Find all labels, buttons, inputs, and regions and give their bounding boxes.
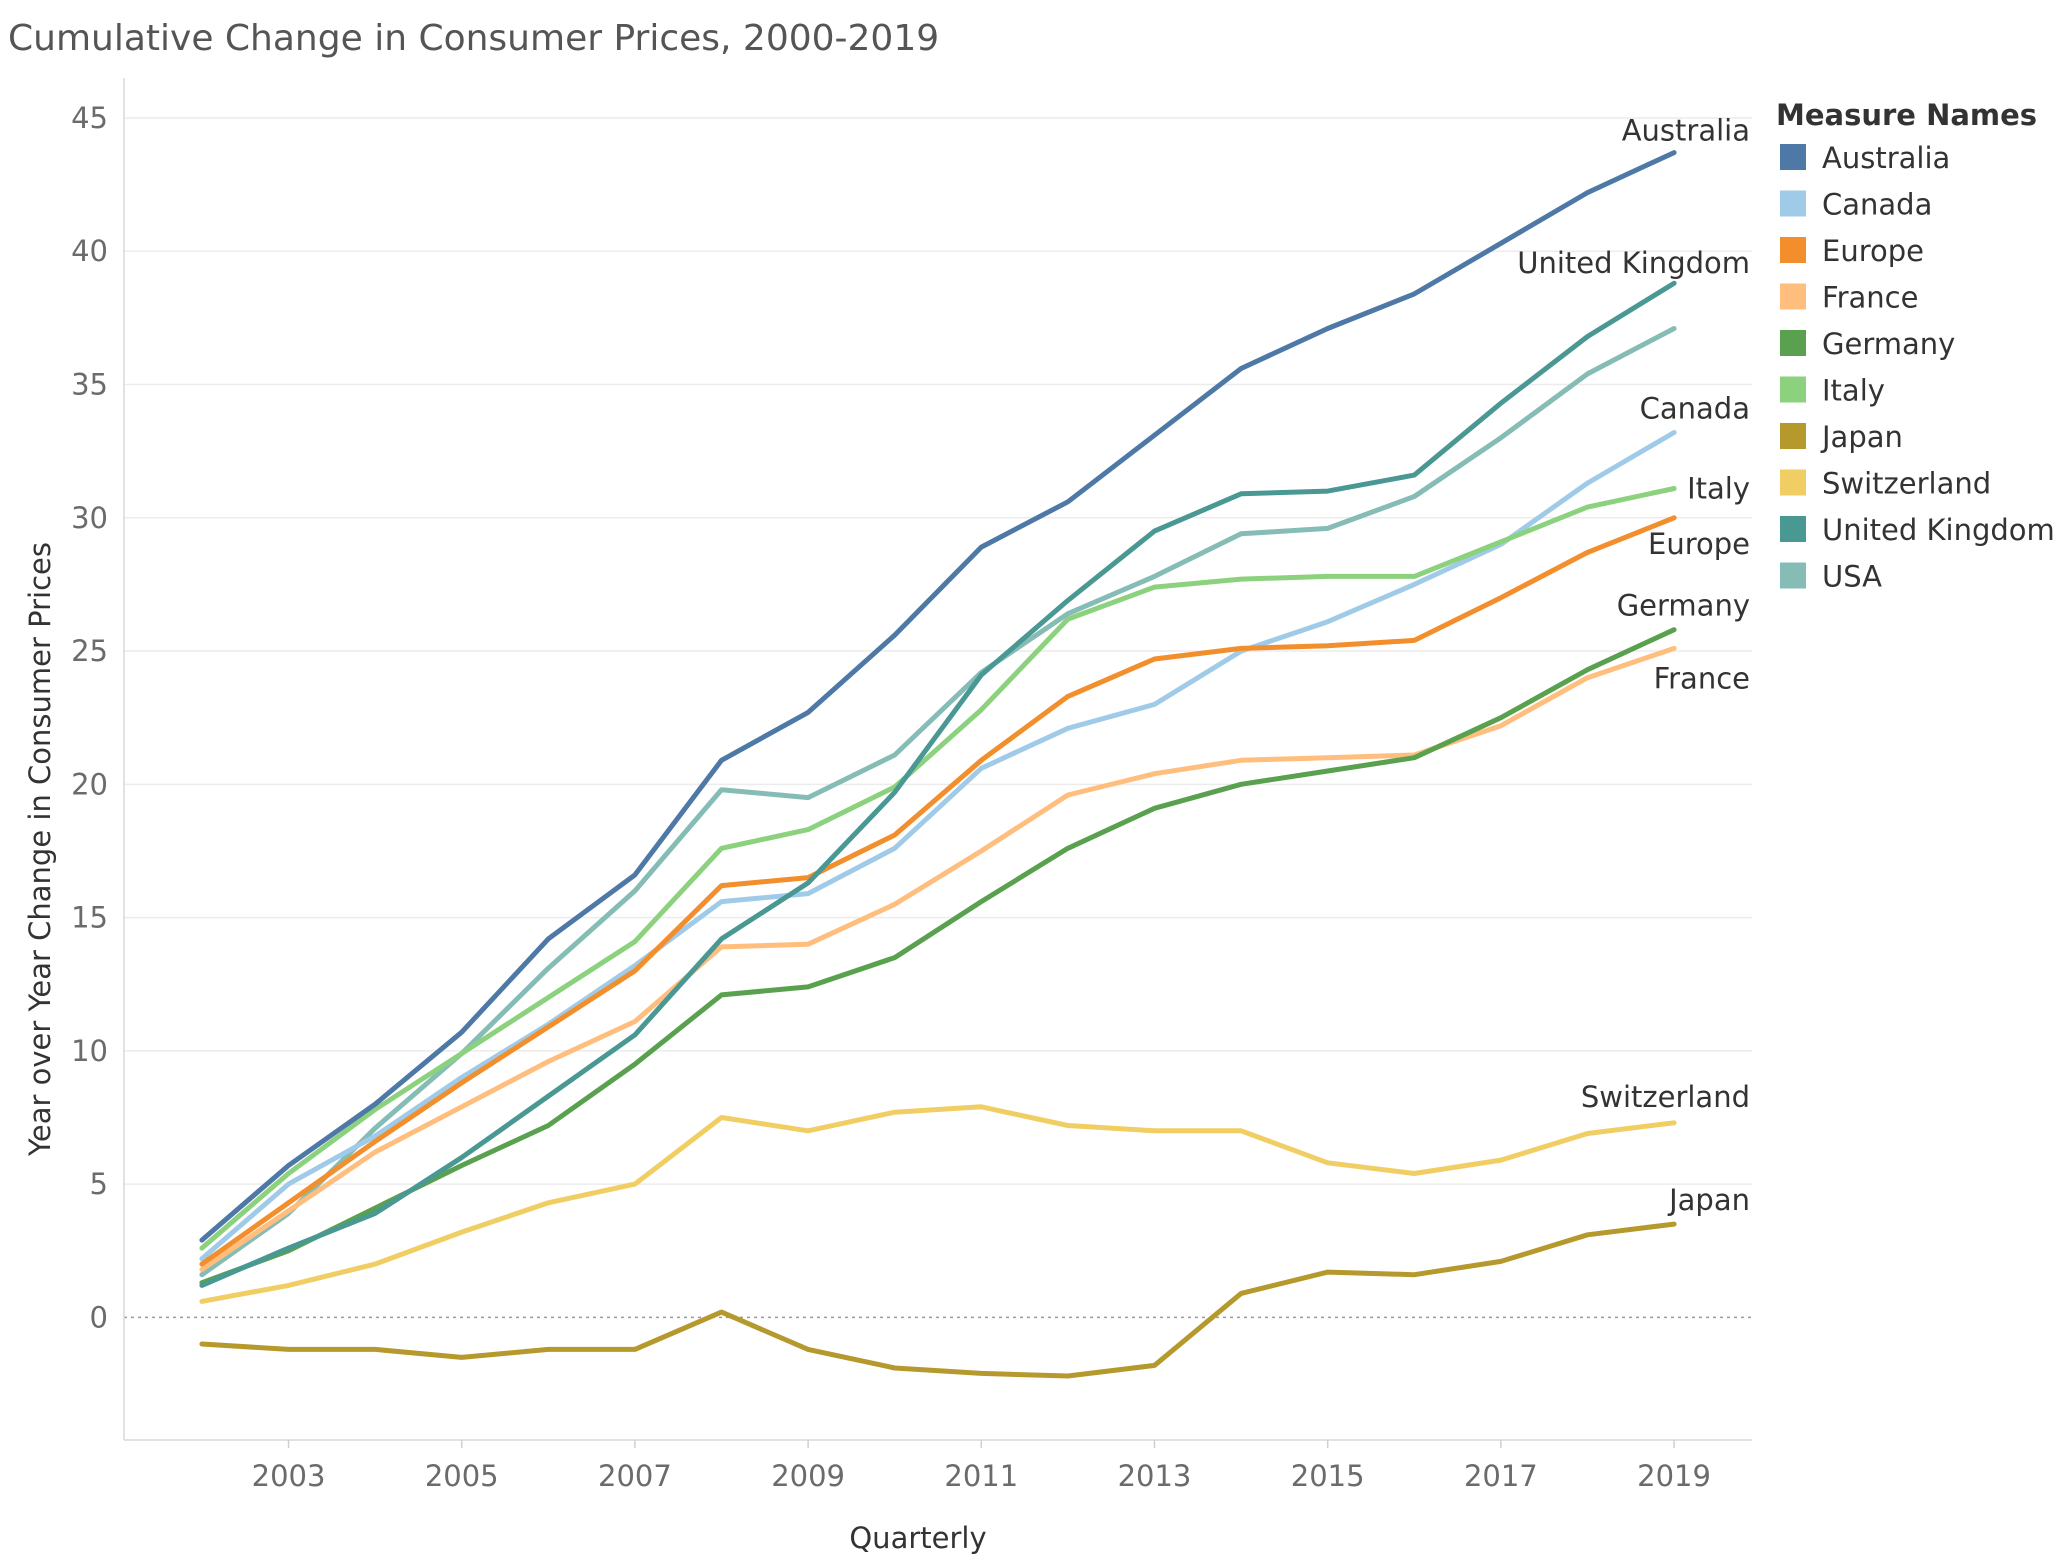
legend-label: Australia (1822, 141, 1950, 175)
end-label-united-kingdom: United Kingdom (1517, 246, 1750, 280)
series-line-canada (199, 430, 1677, 1262)
y-tick-label: 10 (71, 1034, 108, 1068)
x-tick-label: 2017 (1464, 1459, 1538, 1493)
legend-label: Germany (1822, 327, 1955, 361)
x-tick-label: 2019 (1637, 1459, 1711, 1493)
end-label-france: France (1654, 661, 1750, 695)
y-tick-label: 30 (71, 501, 108, 535)
legend-items: Australia Canada Europe France Germany Italy J… (1780, 141, 2055, 594)
legend-title: Measure Names (1776, 98, 2037, 132)
legend-label: United Kingdom (1822, 513, 2055, 547)
x-tick-label: 2011 (944, 1459, 1018, 1493)
series-line-switzerland (199, 1104, 1677, 1304)
y-tick-label: 35 (71, 368, 108, 402)
series-lines (199, 150, 1677, 1379)
legend-swatch (1780, 423, 1806, 449)
gridlines (124, 117, 1752, 1319)
legend-label: USA (1822, 560, 1882, 594)
series-line-europe (199, 515, 1677, 1267)
series-line-united-kingdom (199, 280, 1677, 1288)
legend: Measure Names Australia Canada Europe Franc… (1776, 98, 2055, 594)
y-axis-ticks: 0 5 10 15 20 25 30 35 40 45 (71, 101, 108, 1334)
chart-title: Cumulative Change in Consumer Prices, 20… (8, 18, 940, 59)
legend-label: France (1822, 281, 1918, 315)
end-label-italy: Italy (1687, 471, 1750, 505)
x-tick-label: 2009 (771, 1459, 845, 1493)
legend-swatch (1780, 516, 1806, 542)
legend-swatch (1780, 330, 1806, 356)
y-tick-label: 40 (71, 234, 108, 268)
legend-swatch (1780, 562, 1806, 589)
y-tick-label: 45 (71, 101, 108, 135)
y-tick-label: 20 (71, 767, 108, 801)
x-tick-label: 2015 (1291, 1459, 1365, 1493)
y-tick-label: 15 (71, 901, 108, 935)
legend-label: Europe (1822, 234, 1924, 268)
x-tick-label: 2005 (425, 1459, 499, 1493)
series-line-japan (199, 1221, 1677, 1379)
series-line-usa (199, 326, 1677, 1278)
legend-label: Italy (1822, 374, 1885, 408)
legend-label: Japan (1820, 420, 1903, 454)
legend-swatch (1780, 469, 1806, 496)
legend-swatch (1780, 190, 1806, 217)
x-tick-label: 2003 (252, 1459, 326, 1493)
legend-label: Switzerland (1822, 467, 1991, 501)
x-axis-ticks: 2003 2005 2007 2009 2011 2013 2015 2017 2019 (252, 1440, 1711, 1493)
y-axis-title: Year over Year Change in Consumer Prices (23, 542, 57, 1157)
end-label-australia: Australia (1622, 114, 1750, 148)
legend-swatch (1780, 283, 1806, 310)
x-tick-label: 2007 (598, 1459, 672, 1493)
series-line-australia (199, 150, 1677, 1243)
end-label-switzerland: Switzerland (1581, 1080, 1750, 1114)
end-label-europe: Europe (1648, 527, 1750, 561)
legend-swatch (1780, 376, 1806, 403)
y-tick-label: 0 (90, 1300, 108, 1334)
series-end-labels: Australia Canada Europe France Germany Italy J… (1517, 114, 1750, 1217)
x-tick-label: 2013 (1118, 1459, 1192, 1493)
end-label-canada: Canada (1640, 391, 1750, 425)
y-tick-label: 5 (90, 1167, 108, 1201)
series-line-italy (199, 486, 1677, 1251)
y-tick-label: 25 (71, 634, 108, 668)
end-label-germany: Germany (1617, 589, 1750, 623)
series-line-germany (199, 627, 1677, 1286)
legend-label: Canada (1822, 188, 1932, 222)
legend-swatch (1780, 237, 1806, 263)
x-axis-title: Quarterly (849, 1521, 986, 1555)
legend-swatch (1780, 144, 1806, 170)
end-label-japan: Japan (1667, 1183, 1750, 1217)
